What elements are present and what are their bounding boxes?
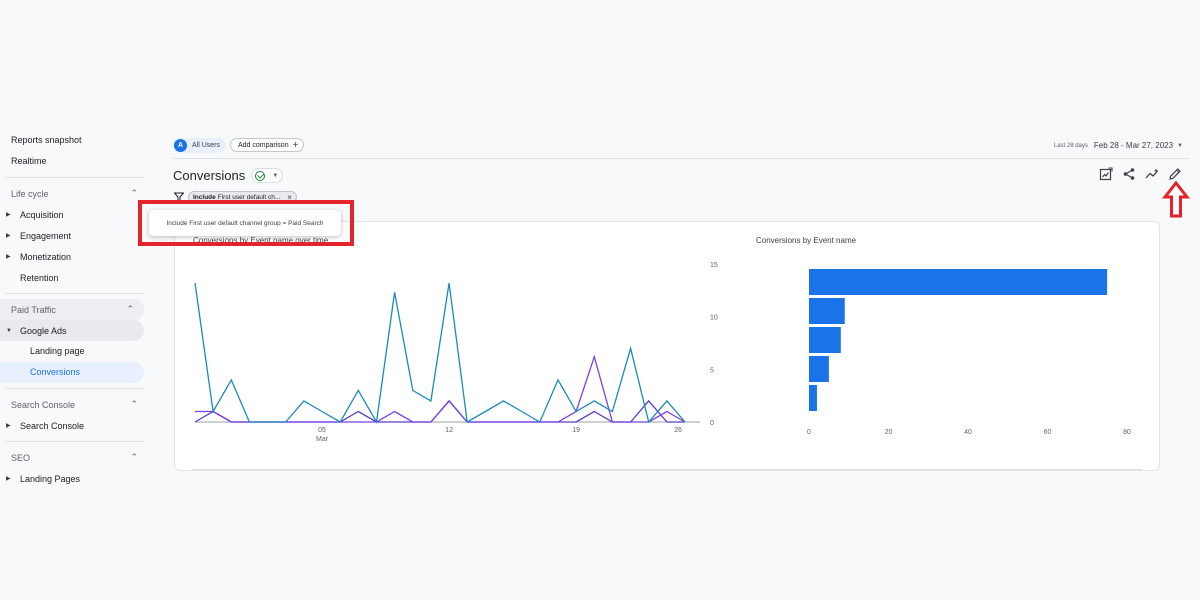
sidebar-item-label: Acquisition [20,209,64,220]
divider [6,441,144,442]
sidebar-item-landing-pages[interactable]: ▶ Landing Pages [0,468,148,489]
section-label: Life cycle [11,188,49,199]
series-line-1 [195,354,686,423]
chevron-up-icon[interactable]: ⌃ [126,304,134,314]
y-tick-label: 15 [710,262,718,269]
customize-report-icon[interactable] [1099,167,1113,181]
sidebar-item-google-ads[interactable]: ▼ Google Ads [0,320,144,341]
sidebar-item-conversions[interactable]: Conversions [0,362,144,383]
section-seo[interactable]: SEO ⌃ [0,447,148,468]
check-circle-icon [255,170,266,181]
x-tick-label: 19 [572,427,580,434]
add-comparison-button[interactable]: Add comparison + [230,138,305,152]
divider [6,177,144,178]
filter-tooltip: Include First user default channel group… [149,210,341,236]
expand-arrow-icon: ▶ [6,423,11,429]
expand-arrow-icon: ▶ [6,212,11,218]
divider [6,388,144,389]
segment-avatar: A [174,139,187,152]
caret-down-icon: ▼ [1177,142,1183,149]
section-label: Search Console [11,399,76,410]
line-chart-title: Conversions by Event name over time [193,236,329,245]
sidebar-item-acquisition[interactable]: ▶ Acquisition [0,204,148,225]
y-tick-label: 10 [710,315,718,322]
x-tick-label: 20 [885,429,893,436]
sidebar-item-search-console[interactable]: ▶ Search Console [0,415,148,436]
y-tick-label: 0 [710,420,714,427]
sidebar-item-monetization[interactable]: ▶ Monetization [0,246,148,267]
expand-arrow-icon: ▶ [6,476,11,482]
arrow-up-icon [1162,181,1190,218]
edit-pencil-icon[interactable] [1168,167,1182,181]
report-toolbar [1099,167,1182,181]
sidebar-item-label: Search Console [20,420,85,431]
x-tick-label: 40 [964,429,972,436]
add-comparison-label: Add comparison [238,141,289,149]
share-icon[interactable] [1122,167,1136,181]
highlight-box [138,200,354,246]
bar [809,385,817,411]
caret-down-icon: ▼ [272,172,279,179]
chevron-up-icon[interactable]: ⌃ [130,452,138,462]
section-label: Paid Traffic [11,304,56,315]
page-header: Conversions ▼ [173,168,284,183]
bar-chart: 0 20 40 60 80 [807,269,1131,436]
x-tick-label: Mar [316,436,329,443]
page-title: Conversions [173,168,246,183]
report-status-dropdown[interactable]: ▼ [251,168,284,183]
collapse-arrow-icon: ▼ [6,327,12,334]
segment-chip-all-users[interactable]: A All Users [173,138,227,153]
x-tick-label: 12 [445,427,453,434]
bar [809,356,829,382]
date-range: Feb 28 - Mar 27, 2023 [1093,141,1174,150]
filter-text: First user default ch... [217,193,281,201]
chart-card: Conversions by Event name over time Conv… [174,221,1160,471]
section-search-console[interactable]: Search Console ⌃ [0,394,148,415]
segment-label: All Users [192,142,221,149]
date-hint: Last 28 days [1053,142,1088,149]
sidebar-item-landing-page[interactable]: Landing page [30,346,85,356]
sidebar-item-engagement[interactable]: ▶ Engagement [0,225,148,246]
close-icon[interactable]: × [287,192,292,202]
bar-chart-title: Conversions by Event name [756,236,857,245]
divider [192,469,1142,470]
sidebar-item-label: Retention [20,272,59,283]
insights-icon[interactable] [1145,167,1159,181]
y-tick-label: 5 [710,367,714,374]
bar [809,269,1108,295]
sidebar-item-retention[interactable]: Retention [0,267,148,288]
x-tick-label: 80 [1123,429,1131,436]
nav-reports-snapshot[interactable]: Reports snapshot [11,135,82,145]
expand-arrow-icon: ▶ [6,254,11,260]
sidebar-item-label: Engagement [20,230,72,241]
section-paid-traffic[interactable]: Paid Traffic ⌃ [0,299,144,320]
x-tick-label: 26 [674,427,682,434]
x-tick-label: 05 [318,427,326,434]
bar [809,298,845,324]
section-lifecycle[interactable]: Life cycle ⌃ [0,183,148,204]
filter-include-label: Include [193,193,216,201]
divider [6,293,144,294]
bar [809,327,841,353]
sidebar: Reports snapshot Realtime Life cycle ⌃ ▶… [0,130,148,489]
expand-arrow-icon: ▶ [6,233,11,239]
chevron-up-icon[interactable]: ⌃ [130,399,138,409]
x-tick-label: 0 [807,429,811,436]
sidebar-item-label: Monetization [20,251,72,262]
plus-icon: + [292,139,299,151]
date-range-picker[interactable]: Last 28 days Feb 28 - Mar 27, 2023 ▼ [1054,141,1183,150]
comparison-bar: A All Users Add comparison + Last 28 day… [173,137,1189,159]
series-line-0 [194,282,686,424]
section-label: SEO [11,452,31,463]
chevron-up-icon[interactable]: ⌃ [130,188,138,198]
sidebar-item-label: Google Ads [20,325,67,336]
nav-realtime[interactable]: Realtime [11,156,47,166]
x-tick-label: 60 [1044,429,1052,436]
sidebar-item-label: Landing Pages [20,473,81,484]
